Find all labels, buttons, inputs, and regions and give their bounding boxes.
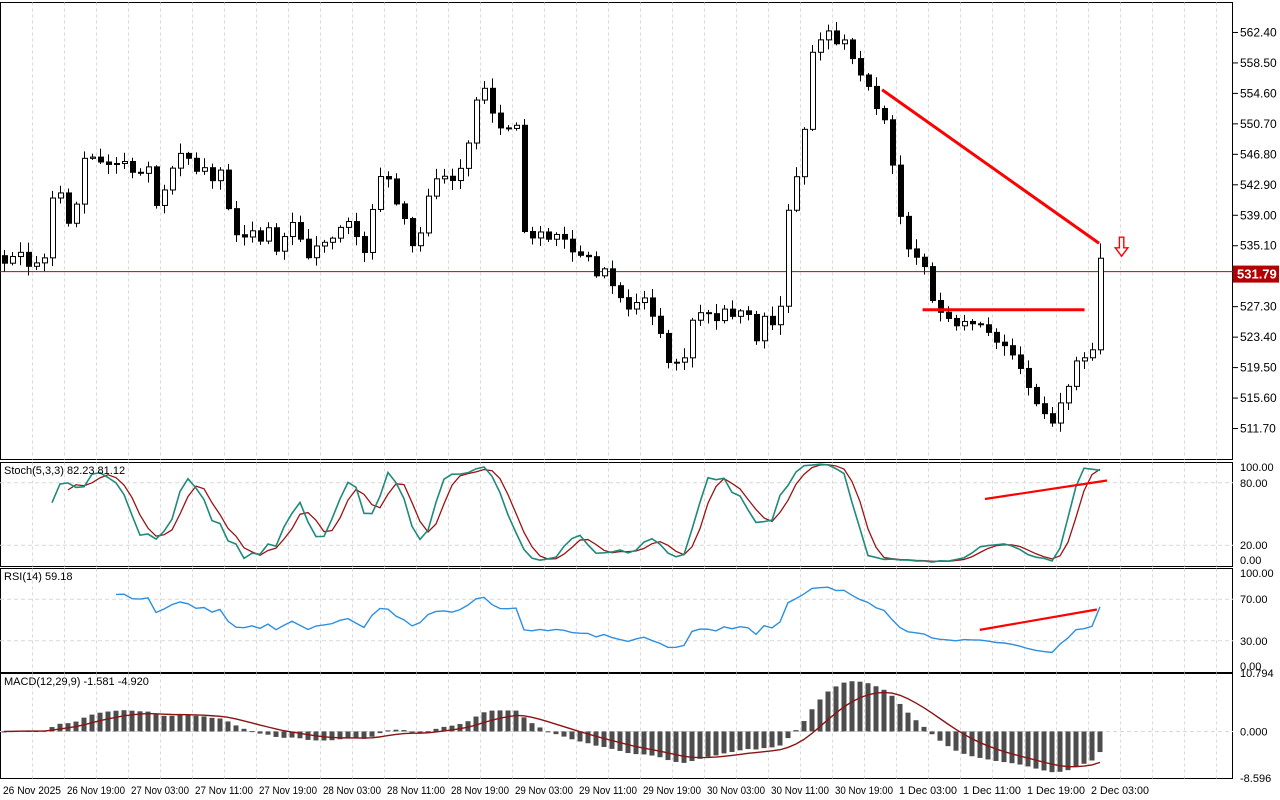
svg-text:Stoch(5,3,3) 82.23 81.12: Stoch(5,3,3) 82.23 81.12 <box>4 465 125 477</box>
svg-text:27 Nov 11:00: 27 Nov 11:00 <box>195 785 253 797</box>
svg-text:2 Dec 03:00: 2 Dec 03:00 <box>1091 785 1149 797</box>
svg-text:27 Nov 19:00: 27 Nov 19:00 <box>259 785 317 797</box>
svg-text:RSI(14) 59.18: RSI(14) 59.18 <box>4 571 72 583</box>
svg-text:515.60: 515.60 <box>1240 391 1277 405</box>
svg-text:29 Nov 11:00: 29 Nov 11:00 <box>579 785 637 797</box>
svg-text:558.50: 558.50 <box>1240 56 1277 70</box>
svg-text:70.00: 70.00 <box>1240 594 1268 606</box>
svg-text:0.00: 0.00 <box>1240 555 1261 567</box>
svg-text:562.40: 562.40 <box>1240 25 1277 39</box>
svg-text:523.40: 523.40 <box>1240 330 1277 344</box>
svg-text:554.60: 554.60 <box>1240 86 1277 100</box>
svg-text:26 Nov 2025: 26 Nov 2025 <box>3 785 61 797</box>
svg-text:-8.596: -8.596 <box>1240 773 1271 785</box>
svg-text:30 Nov 19:00: 30 Nov 19:00 <box>835 785 893 797</box>
svg-text:MACD(12,29,9) -1.581 -4.920: MACD(12,29,9) -1.581 -4.920 <box>4 676 149 688</box>
svg-text:546.80: 546.80 <box>1240 147 1277 161</box>
svg-text:1 Dec 19:00: 1 Dec 19:00 <box>1027 785 1085 797</box>
svg-text:519.50: 519.50 <box>1240 361 1277 375</box>
svg-text:511.70: 511.70 <box>1240 422 1276 436</box>
svg-text:29 Nov 03:00: 29 Nov 03:00 <box>515 785 573 797</box>
svg-text:30 Nov 11:00: 30 Nov 11:00 <box>771 785 829 797</box>
svg-text:527.30: 527.30 <box>1240 300 1277 314</box>
svg-text:28 Nov 19:00: 28 Nov 19:00 <box>451 785 509 797</box>
svg-text:80.00: 80.00 <box>1240 478 1268 490</box>
svg-text:531.79: 531.79 <box>1237 267 1277 282</box>
svg-text:539.00: 539.00 <box>1240 208 1277 222</box>
svg-text:30 Nov 03:00: 30 Nov 03:00 <box>707 785 765 797</box>
svg-text:1 Dec 03:00: 1 Dec 03:00 <box>899 785 957 797</box>
svg-text:550.70: 550.70 <box>1240 117 1277 131</box>
svg-text:100.00: 100.00 <box>1240 462 1274 474</box>
svg-text:26 Nov 19:00: 26 Nov 19:00 <box>67 785 125 797</box>
svg-text:30.00: 30.00 <box>1240 636 1268 648</box>
svg-text:542.90: 542.90 <box>1240 178 1277 192</box>
svg-text:28 Nov 03:00: 28 Nov 03:00 <box>323 785 381 797</box>
svg-text:20.00: 20.00 <box>1240 540 1268 552</box>
svg-text:10.794: 10.794 <box>1240 668 1274 680</box>
svg-text:28 Nov 11:00: 28 Nov 11:00 <box>387 785 445 797</box>
svg-text:100.00: 100.00 <box>1240 568 1274 580</box>
svg-text:27 Nov 03:00: 27 Nov 03:00 <box>131 785 189 797</box>
svg-text:535.10: 535.10 <box>1240 239 1277 253</box>
svg-text:29 Nov 19:00: 29 Nov 19:00 <box>643 785 701 797</box>
svg-text:0.000: 0.000 <box>1240 726 1268 738</box>
svg-text:1 Dec 11:00: 1 Dec 11:00 <box>963 785 1021 797</box>
